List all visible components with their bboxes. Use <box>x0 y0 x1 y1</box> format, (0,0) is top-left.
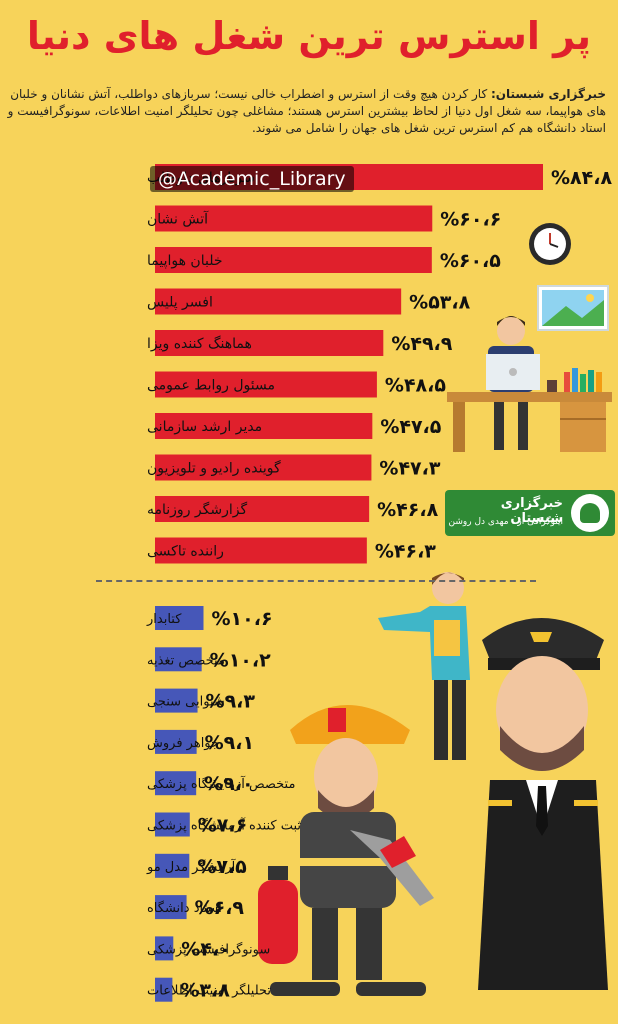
high-value-label-5: %۴۹،۹ <box>391 333 452 355</box>
low-bar-6 <box>155 812 190 837</box>
low-value-label-4: %۹،۱ <box>205 732 254 754</box>
high-bar-5 <box>155 330 384 356</box>
low-bar-3 <box>155 688 198 713</box>
low-value-label-10: %۳،۸ <box>180 980 230 1002</box>
low-value-label-5: %۹،۰ <box>204 773 253 795</box>
intro-source: خبرگزاری شبستان: <box>490 87 606 101</box>
page-title: پر استرس ترین شغل های دنیا <box>26 14 592 58</box>
high-value-label-1: %۸۴،۸ <box>551 167 612 189</box>
high-bar-7 <box>155 413 373 439</box>
low-category-label-9: سونوگرافیست پزشکی <box>147 941 270 957</box>
high-bar-2 <box>155 205 433 232</box>
low-bar-2 <box>155 647 202 672</box>
office-worker-illustration <box>447 316 612 452</box>
agency-credit: اینوگرافی از : مهدی دل روشن <box>448 517 563 527</box>
intro-text: خبرگزاری شبستان: کار کردن هیچ وقت از است… <box>6 86 606 137</box>
low-bar-7 <box>155 853 190 878</box>
low-value-label-3: %۹،۳ <box>206 691 256 713</box>
low-value-label-1: %۱۰،۶ <box>212 608 273 630</box>
agency-name: خبرگزاری شبستان <box>500 496 563 526</box>
low-bar-8 <box>155 895 187 920</box>
high-value-label-9: %۴۶،۸ <box>377 499 438 521</box>
high-value-label-2: %۶۰،۶ <box>440 209 501 231</box>
low-category-label-8: استاد دانشگاه <box>147 900 222 916</box>
low-category-label-3: شنوایی سنجی <box>147 695 225 710</box>
high-value-label-4: %۵۳،۸ <box>409 292 470 314</box>
low-category-label-10: تحلیلگر امنیت اطلاعات <box>147 983 271 999</box>
high-value-label-8: %۴۷،۳ <box>379 458 440 480</box>
clock-icon <box>529 223 571 265</box>
low-value-label-2: %۱۰،۲ <box>210 649 271 671</box>
businessman-illustration <box>378 572 470 760</box>
high-value-label-3: %۶۰،۵ <box>440 250 501 272</box>
low-value-label-9: %۴،۰ <box>181 938 230 960</box>
high-bar-9 <box>155 496 370 522</box>
low-category-label-5: متخصص آزمایشگاه پزشکی <box>147 775 295 792</box>
watermark: @Academic_Library <box>150 166 354 192</box>
low-category-label-1: کتابدار <box>146 612 182 627</box>
low-category-label-4: جواهر فروش <box>147 736 219 751</box>
high-value-label-7: %۴۷،۵ <box>380 416 441 438</box>
high-category-label-9: گزارشگر روزنامه <box>147 501 247 518</box>
agency-badge: خبرگزاری شبستان اینوگرافی از : مهدی دل ر… <box>445 490 615 536</box>
high-category-label-4: افسر پلیس <box>147 295 213 311</box>
low-bar-4 <box>155 729 197 754</box>
high-category-label-2: آتش نشان <box>147 211 209 228</box>
high-bar-6 <box>155 371 377 398</box>
high-bar-3 <box>155 247 432 273</box>
high-category-label-10: راننده تاکسی <box>147 544 224 560</box>
intro-body: کار کردن هیچ وقت از استرس و اضطراب خالی … <box>7 87 606 135</box>
pilot-illustration <box>478 618 608 990</box>
firefighter-illustration <box>258 705 434 996</box>
low-category-label-2: متخصص تغذیه <box>147 653 225 668</box>
agency-logo-icon <box>571 494 609 532</box>
chart-divider <box>96 580 536 582</box>
high-bar-10 <box>155 537 367 564</box>
low-category-label-7: آرایشگر مدل مو <box>146 858 237 875</box>
low-bar-9 <box>155 936 174 961</box>
low-value-label-8: %۶،۹ <box>195 897 245 919</box>
high-category-label-5: هماهنگ کننده ویزا <box>147 335 252 352</box>
low-category-label-6: ثبت کننده آزمایشگاه پزشکی <box>147 817 301 834</box>
low-value-label-6: %۷،۶ <box>198 815 247 837</box>
high-value-label-6: %۴۸،۵ <box>385 375 446 397</box>
low-bar-1 <box>155 606 204 630</box>
low-stress-bars: کتابدار %۱۰،۶ متخصص تغذیه%۱۰،۲ شنوایی سنجی%… <box>146 606 301 1002</box>
high-category-label-8: گوینده رادیو و تلویزیون <box>147 460 281 477</box>
high-category-label-3: خلبان هواپیما <box>147 253 223 269</box>
high-bar-4 <box>155 288 402 315</box>
low-bar-5 <box>155 771 197 796</box>
landscape-picture-icon <box>537 285 609 331</box>
low-value-label-7: %۷،۵ <box>197 856 247 878</box>
high-category-label-6: مسئول روابط عمومی <box>147 378 275 394</box>
high-bar-8 <box>155 454 372 481</box>
low-bar-10 <box>155 977 173 1002</box>
high-value-label-10: %۴۶،۳ <box>375 541 436 563</box>
high-category-label-7: مدیر ارشد سازمانی <box>147 419 262 435</box>
